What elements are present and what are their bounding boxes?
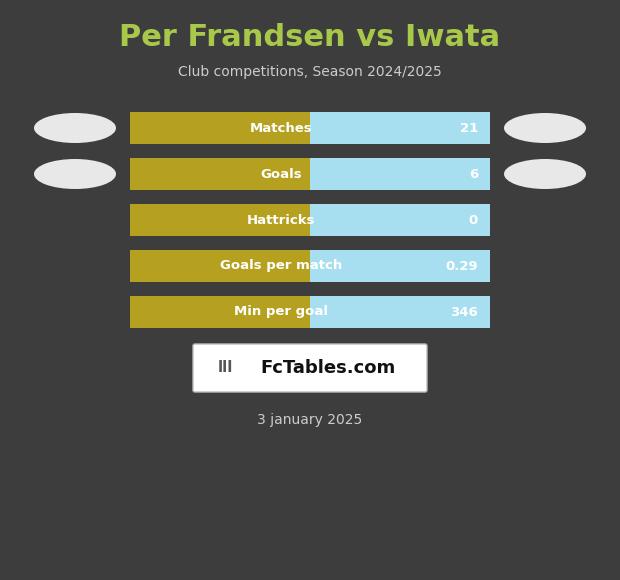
Ellipse shape <box>34 159 116 189</box>
Ellipse shape <box>34 113 116 143</box>
Text: Min per goal: Min per goal <box>234 306 328 318</box>
Text: Per Frandsen vs Iwata: Per Frandsen vs Iwata <box>120 24 500 53</box>
FancyBboxPatch shape <box>130 112 490 144</box>
Text: lll: lll <box>218 361 232 375</box>
FancyBboxPatch shape <box>130 250 310 282</box>
Text: FcTables.com: FcTables.com <box>261 359 396 377</box>
Text: 21: 21 <box>460 121 478 135</box>
Bar <box>294 250 310 282</box>
FancyBboxPatch shape <box>130 296 310 328</box>
Text: 346: 346 <box>450 306 478 318</box>
Text: 3 january 2025: 3 january 2025 <box>257 413 363 427</box>
Text: 0: 0 <box>469 213 478 227</box>
FancyBboxPatch shape <box>193 344 427 392</box>
FancyBboxPatch shape <box>130 296 490 328</box>
Text: 6: 6 <box>469 168 478 180</box>
Text: Matches: Matches <box>250 121 312 135</box>
Bar <box>294 204 310 236</box>
FancyBboxPatch shape <box>130 112 310 144</box>
Text: Goals: Goals <box>260 168 302 180</box>
FancyBboxPatch shape <box>130 204 490 236</box>
Text: Club competitions, Season 2024/2025: Club competitions, Season 2024/2025 <box>178 65 442 79</box>
Text: Hattricks: Hattricks <box>247 213 316 227</box>
FancyBboxPatch shape <box>130 158 490 190</box>
Ellipse shape <box>504 159 586 189</box>
FancyBboxPatch shape <box>130 250 490 282</box>
Ellipse shape <box>504 113 586 143</box>
FancyBboxPatch shape <box>130 158 310 190</box>
FancyBboxPatch shape <box>130 204 310 236</box>
Text: Goals per match: Goals per match <box>220 259 342 273</box>
Bar <box>294 158 310 190</box>
Bar <box>294 296 310 328</box>
Text: 0.29: 0.29 <box>445 259 478 273</box>
Bar <box>294 112 310 144</box>
